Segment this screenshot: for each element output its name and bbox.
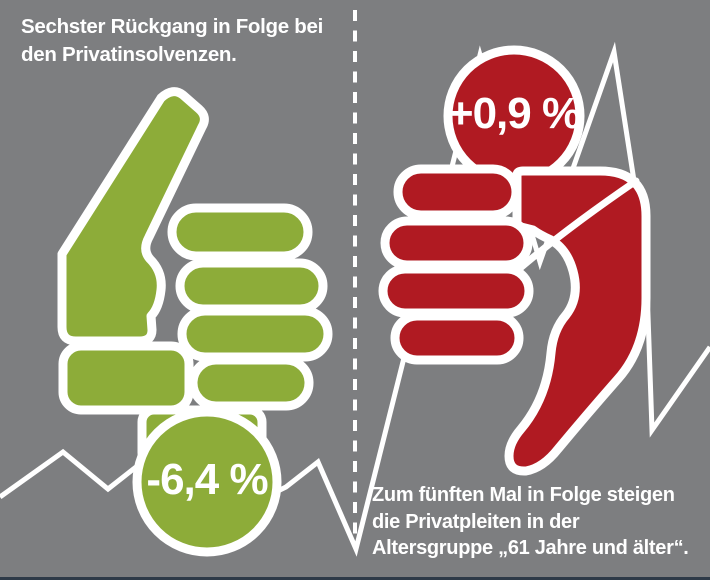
thumbs-up-palm-thumb	[57, 87, 209, 346]
thumbs-up-heel	[58, 341, 194, 415]
thumbs-down-palm-thumb	[504, 166, 651, 476]
thumbs-up-finger	[175, 258, 328, 314]
thumbs-down-icon	[378, 164, 651, 476]
thumbs-up-finger	[188, 355, 314, 411]
decrease-badge-value: -6,4 %	[146, 455, 268, 504]
thumbs-down-finger	[390, 311, 524, 365]
bottom-accent-bar	[0, 577, 710, 580]
decrease-badge	[132, 407, 282, 557]
thumbs-down-finger	[380, 216, 533, 270]
caption-right: Zum fünften Mal in Folge steigen die Pri…	[372, 482, 689, 562]
thumbs-up-finger	[177, 306, 333, 362]
headline-left: Sechster Rückgang in Folge bei den Priva…	[21, 13, 323, 69]
thumbs-down-finger	[378, 264, 534, 318]
caption-line-1: Zum fünften Mal in Folge steigen	[372, 484, 675, 506]
thumbs-up-finger	[167, 203, 313, 261]
thumbs-down-knuckle-line	[507, 177, 640, 280]
thumbs-down-finger	[393, 164, 521, 220]
caption-line-3: Altersgruppe „61 Jahre und älter“.	[372, 537, 689, 559]
caption-line-2: die Privatpleiten in der	[372, 510, 580, 533]
headline-line-2: den Privatinsolvenzen.	[21, 43, 237, 66]
thumbs-up-icon	[57, 87, 333, 470]
increase-badge-value: +0,9 %	[447, 89, 581, 138]
headline-line-1: Sechster Rückgang in Folge bei	[21, 15, 323, 38]
